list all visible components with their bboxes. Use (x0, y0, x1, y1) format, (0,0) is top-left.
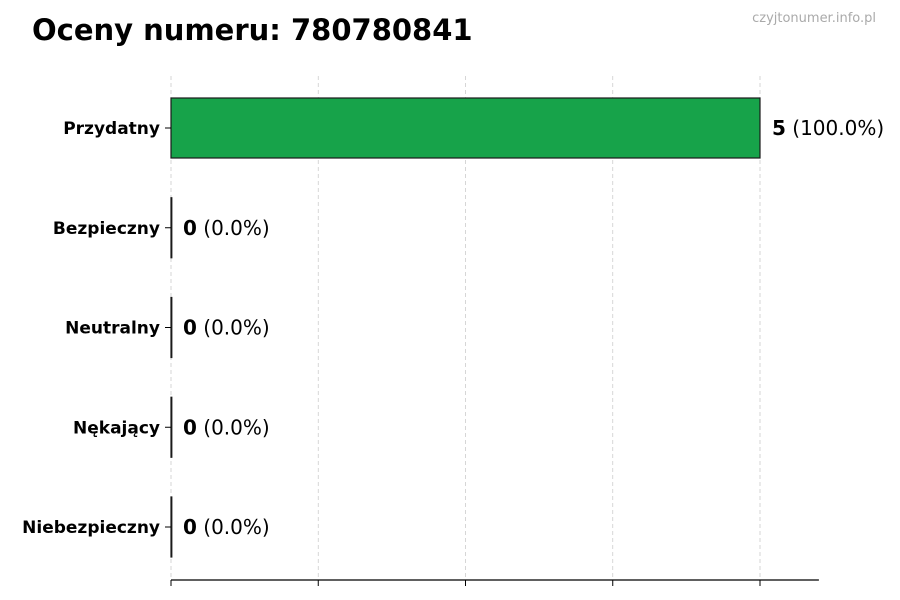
data-label-value: 5 (772, 116, 786, 140)
bar (170, 496, 173, 558)
data-label-percent: (100.0%) (786, 116, 884, 140)
y-tick-label: Przydatny (63, 119, 160, 139)
y-tick-label: Nękający (73, 418, 160, 438)
data-label-value: 0 (183, 415, 197, 439)
data-label: 0 (0.0%) (183, 216, 270, 240)
bar (170, 296, 173, 359)
data-label-percent: (0.0%) (197, 316, 270, 340)
y-tick-label: Bezpieczny (53, 219, 160, 239)
data-label-percent: (0.0%) (197, 216, 270, 240)
data-label: 5 (100.0%) (772, 116, 884, 140)
y-tick-label: Neutralny (65, 319, 160, 339)
bar (170, 197, 173, 259)
chart-title: Oceny numeru: 780780841 (32, 13, 473, 47)
data-label: 0 (0.0%) (183, 415, 270, 439)
y-tick-label: Niebezpieczny (22, 518, 160, 538)
data-label-percent: (0.0%) (197, 515, 270, 539)
data-label-percent: (0.0%) (197, 415, 270, 439)
data-label: 0 (0.0%) (183, 515, 270, 539)
data-label-value: 0 (183, 515, 197, 539)
data-label-value: 0 (183, 216, 197, 240)
bar (170, 97, 761, 159)
bar (170, 396, 173, 458)
data-label-value: 0 (183, 316, 197, 340)
watermark: czyjtonumer.info.pl (752, 11, 876, 26)
data-label: 0 (0.0%) (183, 316, 270, 340)
